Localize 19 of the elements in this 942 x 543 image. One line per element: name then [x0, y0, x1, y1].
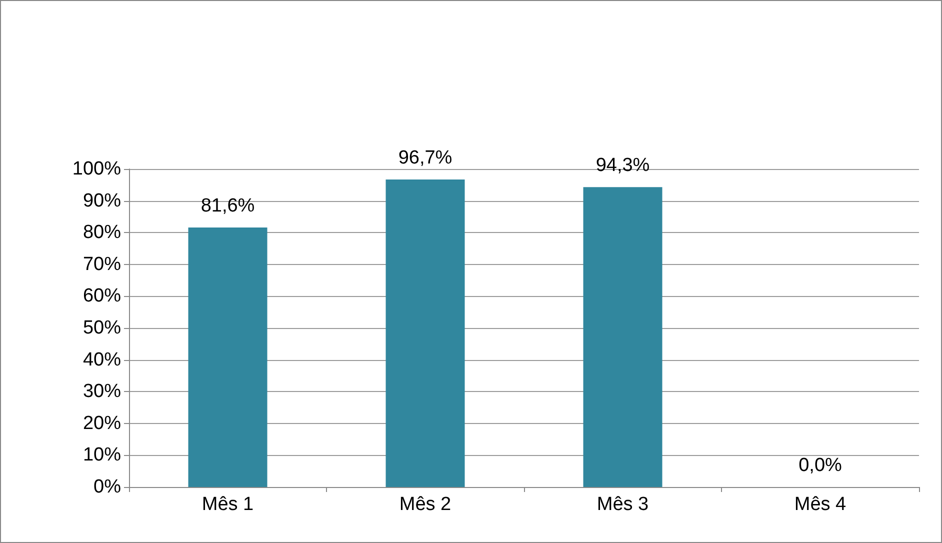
x-tick-label: Mês 4	[794, 494, 847, 515]
y-tick-label: 40%	[82, 349, 122, 370]
y-tick-label: 90%	[82, 190, 122, 212]
data-label: 0,0%	[798, 455, 842, 476]
y-tick-label: 60%	[82, 286, 122, 307]
x-tick-label: Mês 3	[596, 494, 649, 515]
y-tick-label: 70%	[82, 254, 122, 275]
x-tick-label: Mês 2	[399, 494, 452, 515]
data-label: 94,3%	[596, 155, 650, 176]
y-tick-label: 30%	[82, 381, 122, 402]
data-label: 96,7%	[398, 147, 452, 168]
y-tick-label: 50%	[82, 318, 122, 338]
y-tick-label: 80%	[82, 222, 122, 244]
data-label: 81,6%	[200, 196, 255, 217]
y-tick-label: 20%	[82, 412, 122, 434]
x-tick-label: Mês 1	[202, 494, 254, 515]
y-tick-label: 0%	[94, 476, 122, 498]
y-tick-label: 100%	[72, 158, 122, 180]
y-tick-label: 10%	[82, 444, 122, 466]
